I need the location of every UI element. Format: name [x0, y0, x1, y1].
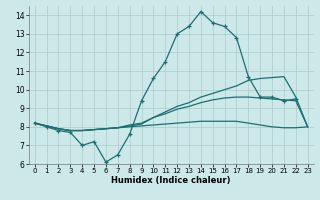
X-axis label: Humidex (Indice chaleur): Humidex (Indice chaleur) [111, 176, 231, 185]
